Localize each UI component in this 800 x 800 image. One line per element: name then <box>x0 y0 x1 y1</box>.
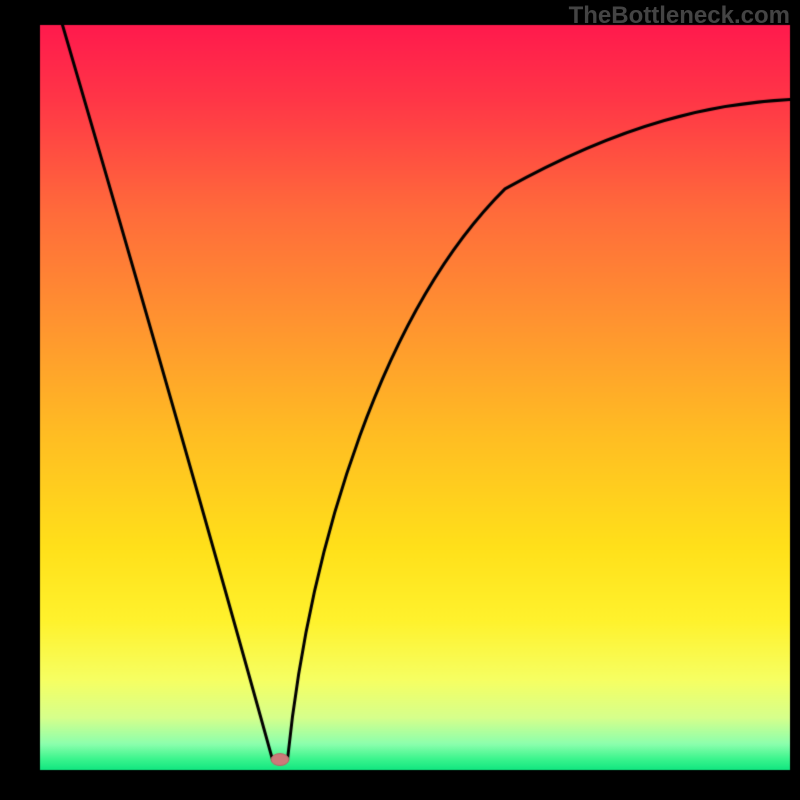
watermark-text: TheBottleneck.com <box>569 2 790 30</box>
chart-container: TheBottleneck.com <box>0 0 800 800</box>
bottleneck-chart <box>0 0 800 800</box>
